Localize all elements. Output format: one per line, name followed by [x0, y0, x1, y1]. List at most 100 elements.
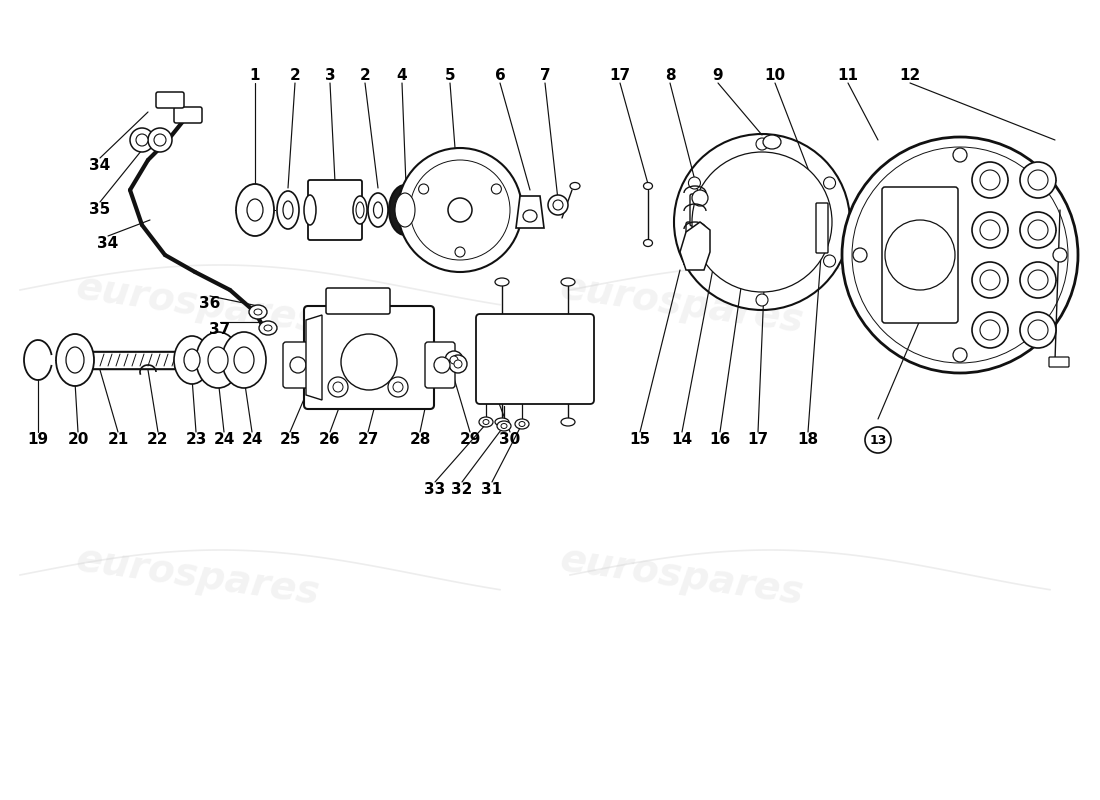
- Ellipse shape: [548, 195, 568, 215]
- Text: eurospares: eurospares: [74, 268, 322, 340]
- Text: 26: 26: [319, 433, 341, 447]
- Text: 1: 1: [250, 67, 261, 82]
- Ellipse shape: [644, 239, 652, 246]
- Circle shape: [1028, 170, 1048, 190]
- Text: 34: 34: [89, 158, 111, 174]
- Circle shape: [692, 152, 832, 292]
- Circle shape: [689, 255, 701, 267]
- FancyBboxPatch shape: [425, 342, 455, 388]
- FancyBboxPatch shape: [816, 203, 828, 253]
- Circle shape: [852, 248, 867, 262]
- FancyBboxPatch shape: [308, 180, 362, 240]
- Text: 32: 32: [451, 482, 473, 498]
- Circle shape: [328, 377, 348, 397]
- Text: 17: 17: [609, 67, 630, 82]
- Text: 4: 4: [397, 67, 407, 82]
- Ellipse shape: [208, 347, 228, 373]
- Circle shape: [689, 177, 701, 189]
- FancyBboxPatch shape: [690, 194, 710, 226]
- FancyBboxPatch shape: [304, 306, 434, 409]
- Ellipse shape: [254, 309, 262, 315]
- Ellipse shape: [495, 278, 509, 286]
- Text: 35: 35: [89, 202, 111, 218]
- Circle shape: [434, 357, 450, 373]
- FancyBboxPatch shape: [882, 187, 958, 323]
- Circle shape: [1020, 212, 1056, 248]
- Circle shape: [824, 255, 836, 267]
- Ellipse shape: [374, 202, 383, 218]
- Text: 30: 30: [499, 433, 520, 447]
- Ellipse shape: [561, 418, 575, 426]
- Circle shape: [419, 184, 429, 194]
- Circle shape: [980, 220, 1000, 240]
- Circle shape: [972, 262, 1008, 298]
- Text: 27: 27: [358, 433, 378, 447]
- Circle shape: [674, 134, 850, 310]
- Circle shape: [953, 348, 967, 362]
- Circle shape: [852, 147, 1068, 363]
- Polygon shape: [516, 196, 544, 228]
- Circle shape: [148, 128, 172, 152]
- Circle shape: [410, 160, 510, 260]
- Circle shape: [1053, 248, 1067, 262]
- Text: 6: 6: [495, 67, 505, 82]
- Circle shape: [756, 138, 768, 150]
- Circle shape: [980, 170, 1000, 190]
- Text: 29: 29: [460, 433, 481, 447]
- Ellipse shape: [446, 351, 463, 369]
- Text: 9: 9: [713, 67, 724, 82]
- Text: 5: 5: [444, 67, 455, 82]
- Text: 2: 2: [289, 67, 300, 82]
- Text: 12: 12: [900, 67, 921, 82]
- Ellipse shape: [236, 184, 274, 236]
- FancyBboxPatch shape: [156, 92, 184, 108]
- Text: 8: 8: [664, 67, 675, 82]
- Ellipse shape: [304, 195, 316, 225]
- Text: 10: 10: [764, 67, 785, 82]
- Text: eurospares: eurospares: [74, 540, 322, 612]
- Ellipse shape: [222, 332, 266, 388]
- Text: 17: 17: [747, 433, 769, 447]
- Ellipse shape: [500, 423, 507, 429]
- Text: 25: 25: [279, 433, 300, 447]
- Text: 7: 7: [540, 67, 550, 82]
- Circle shape: [393, 382, 403, 392]
- Text: 2: 2: [360, 67, 371, 82]
- Text: 37: 37: [209, 322, 231, 338]
- Ellipse shape: [561, 278, 575, 286]
- Circle shape: [980, 320, 1000, 340]
- Ellipse shape: [449, 355, 468, 373]
- Ellipse shape: [515, 419, 529, 429]
- Circle shape: [492, 184, 502, 194]
- Circle shape: [136, 134, 149, 146]
- Ellipse shape: [184, 349, 200, 371]
- Circle shape: [388, 377, 408, 397]
- Circle shape: [341, 334, 397, 390]
- Polygon shape: [306, 315, 322, 400]
- Ellipse shape: [495, 418, 509, 426]
- Circle shape: [1028, 320, 1048, 340]
- Ellipse shape: [522, 210, 537, 222]
- Circle shape: [290, 357, 306, 373]
- Ellipse shape: [497, 421, 512, 431]
- Text: eurospares: eurospares: [558, 540, 806, 612]
- Ellipse shape: [196, 332, 240, 388]
- Ellipse shape: [66, 347, 84, 373]
- Ellipse shape: [277, 191, 299, 229]
- Circle shape: [972, 162, 1008, 198]
- FancyBboxPatch shape: [326, 288, 390, 314]
- Text: 18: 18: [798, 433, 818, 447]
- Ellipse shape: [483, 419, 490, 425]
- Text: 21: 21: [108, 433, 129, 447]
- Text: 31: 31: [482, 482, 503, 498]
- Circle shape: [972, 312, 1008, 348]
- FancyBboxPatch shape: [686, 222, 714, 244]
- Circle shape: [842, 137, 1078, 373]
- Circle shape: [398, 148, 522, 272]
- Ellipse shape: [450, 356, 458, 364]
- Text: 13: 13: [869, 434, 887, 446]
- Circle shape: [455, 247, 465, 257]
- Text: 16: 16: [710, 433, 730, 447]
- Circle shape: [448, 198, 472, 222]
- Circle shape: [154, 134, 166, 146]
